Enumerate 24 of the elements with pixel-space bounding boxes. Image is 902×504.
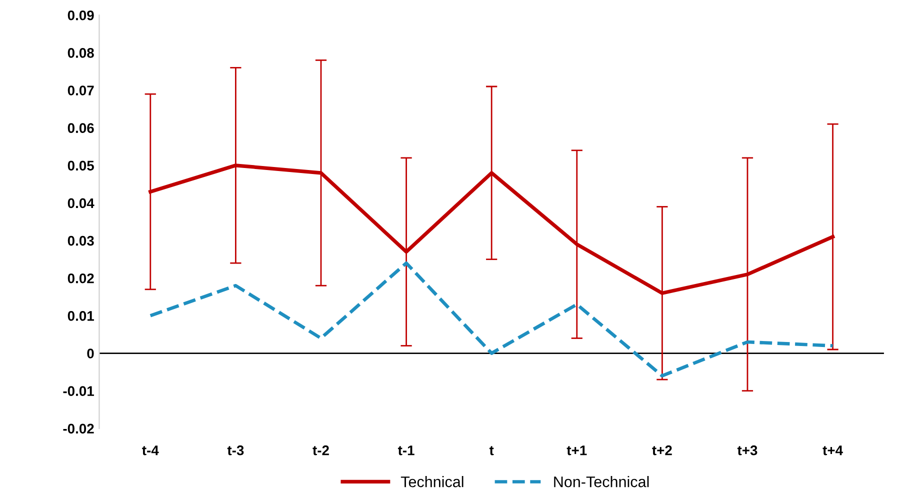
y-tick-label: 0.06 — [68, 123, 94, 133]
x-tick-label: t-1 — [398, 446, 414, 456]
x-tick-label: t — [489, 446, 494, 456]
y-tick-label: 0.07 — [68, 86, 94, 96]
x-tick-label: t-4 — [142, 446, 159, 456]
line-series — [148, 261, 834, 378]
y-tick-label: 0.05 — [68, 160, 94, 171]
legend-label: Technical — [400, 476, 464, 488]
y-tick-label: -0.01 — [63, 386, 94, 396]
x-tick-label: t+4 — [822, 446, 843, 456]
y-tick-label: -0.02 — [63, 424, 94, 434]
legend-label: Non-Technical — [554, 476, 649, 488]
y-tick-label: 0 — [87, 348, 94, 358]
x-tick-label: t+2 — [652, 445, 672, 456]
y-tick-label: 0.01 — [68, 311, 94, 321]
y-tick-label: 0.09 — [68, 10, 94, 20]
x-tick-label: t+1 — [566, 446, 587, 456]
x-tick-label: t-2 — [312, 445, 329, 456]
y-tick-label: 0.03 — [68, 236, 94, 246]
y-tick-label: 0.08 — [68, 48, 94, 58]
x-tick-label: t+3 — [737, 445, 758, 456]
y-tick-label: 0.04 — [68, 198, 94, 208]
x-tick-label: t-3 — [227, 445, 244, 456]
y-tick-label: 0.02 — [68, 273, 94, 284]
